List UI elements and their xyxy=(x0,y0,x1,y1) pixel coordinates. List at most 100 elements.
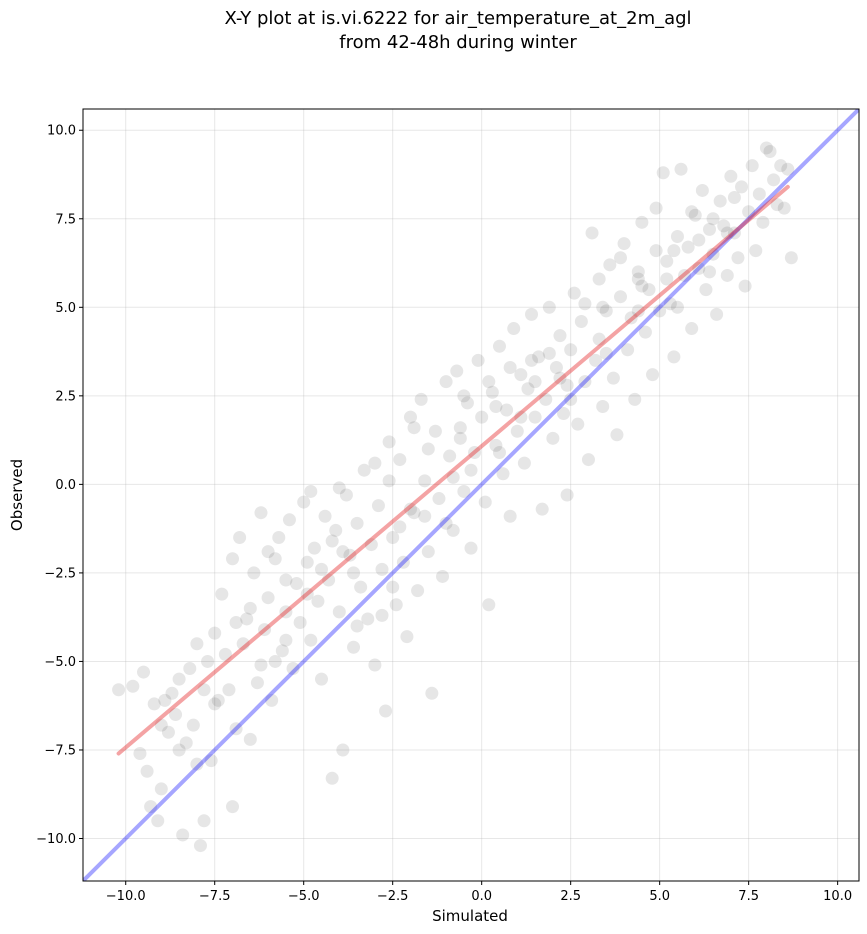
scatter-point xyxy=(364,538,378,552)
scatter-point xyxy=(172,743,186,757)
scatter-point xyxy=(197,814,211,828)
scatter-point xyxy=(347,640,361,654)
scatter-point xyxy=(151,814,165,828)
scatter-point xyxy=(464,463,478,477)
scatter-point xyxy=(258,623,272,637)
scatter-point xyxy=(720,268,734,282)
scatter-point xyxy=(489,438,503,452)
scatter-point xyxy=(357,463,371,477)
scatter-point xyxy=(767,173,781,187)
scatter-point xyxy=(176,828,190,842)
x-axis-label: Simulated xyxy=(432,907,508,925)
scatter-point xyxy=(154,782,168,796)
scatter-point xyxy=(343,548,357,562)
scatter-point xyxy=(553,329,567,343)
grid xyxy=(83,109,859,881)
scatter-point xyxy=(204,754,218,768)
scatter-point xyxy=(670,229,684,243)
scatter-point xyxy=(468,446,482,460)
x-tick-label: 10.0 xyxy=(823,889,852,904)
scatter-point xyxy=(368,658,382,672)
scatter-point xyxy=(514,410,528,424)
scatter-point xyxy=(713,194,727,208)
scatter-point xyxy=(710,307,724,321)
scatter-point xyxy=(279,573,293,587)
scatter-point xyxy=(585,226,599,240)
scatter-point xyxy=(614,251,628,265)
scatter-point xyxy=(646,368,660,382)
scatter-point xyxy=(418,509,432,523)
scatter-point xyxy=(453,431,467,445)
scatter-point xyxy=(731,251,745,265)
y-tick-label: 10.0 xyxy=(47,124,76,139)
scatter-point xyxy=(247,566,261,580)
scatter-point xyxy=(411,584,425,598)
scatter-point xyxy=(656,166,670,180)
scatter-point xyxy=(236,637,250,651)
scatter-point xyxy=(350,619,364,633)
scatter-point xyxy=(749,244,763,258)
scatter-point xyxy=(439,375,453,389)
scatter-point xyxy=(507,322,521,336)
scatter-point xyxy=(425,686,439,700)
scatter-point xyxy=(592,272,606,286)
scatter-point xyxy=(628,392,642,406)
scatter-point xyxy=(432,492,446,506)
scatter-point xyxy=(649,201,663,215)
scatter-point xyxy=(144,800,158,814)
scatter-point xyxy=(421,545,435,559)
x-tick-label: −5.0 xyxy=(288,889,320,904)
scatter-point xyxy=(112,683,126,697)
scatter-point xyxy=(485,385,499,399)
scatter-point xyxy=(599,304,613,318)
scatter-point xyxy=(770,198,784,212)
scatter-point xyxy=(521,382,535,396)
scatter-point xyxy=(702,222,716,236)
regression-lines xyxy=(83,109,859,881)
scatter-point xyxy=(735,180,749,194)
scatter-point xyxy=(670,300,684,314)
scatter-point xyxy=(450,364,464,378)
scatter-point xyxy=(300,555,314,569)
scatter-point xyxy=(539,392,553,406)
scatter-point xyxy=(621,343,635,357)
scatter-point xyxy=(443,449,457,463)
scatter-point xyxy=(375,562,389,576)
scatter-point xyxy=(436,569,450,583)
scatter-point xyxy=(503,361,517,375)
scatter-point xyxy=(742,205,756,219)
scatter-point xyxy=(418,474,432,488)
scatter-point xyxy=(279,633,293,647)
scatter-point xyxy=(325,534,339,548)
y-tick-label: −2.5 xyxy=(44,566,76,581)
scatter-point xyxy=(318,509,332,523)
y-tick-label: 5.0 xyxy=(55,301,76,316)
y-tick-label: 0.0 xyxy=(55,478,76,493)
scatter-point xyxy=(403,410,417,424)
scatter-point xyxy=(347,566,361,580)
scatter-point xyxy=(596,399,610,413)
scatter-point xyxy=(663,297,677,311)
x-tick-label: −10.0 xyxy=(106,889,146,904)
scatter-point xyxy=(254,506,268,520)
scatter-point xyxy=(528,410,542,424)
scatter-point xyxy=(617,237,631,251)
scatter-point xyxy=(560,488,574,502)
scatter-point xyxy=(161,725,175,739)
scatter-point xyxy=(314,562,328,576)
scatter-point xyxy=(300,587,314,601)
scatter-point xyxy=(140,764,154,778)
scatter-point xyxy=(610,428,624,442)
scatter-point xyxy=(332,605,346,619)
scatter-point xyxy=(400,630,414,644)
scatter-point xyxy=(226,552,240,566)
scatter-point xyxy=(261,591,275,605)
scatter-point xyxy=(304,484,318,498)
scatter-point xyxy=(685,205,699,219)
scatter-point xyxy=(525,307,539,321)
scatter-point xyxy=(304,633,318,647)
scatter-point xyxy=(564,392,578,406)
scatter-point xyxy=(706,212,720,226)
scatter-point xyxy=(279,605,293,619)
scatter-point xyxy=(492,339,506,353)
